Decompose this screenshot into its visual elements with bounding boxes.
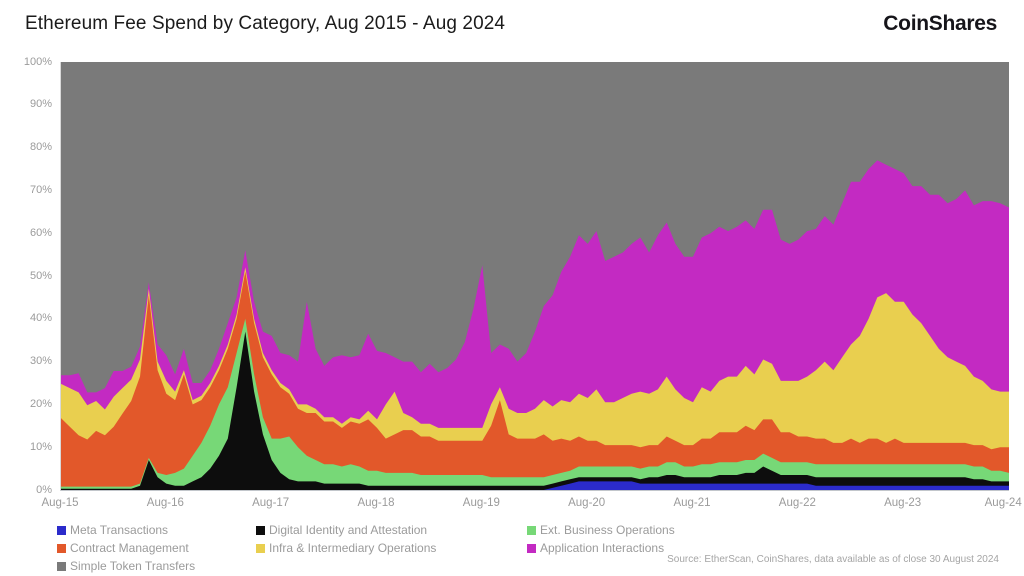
y-tick-label: 70% bbox=[29, 183, 52, 196]
legend-marker-icon bbox=[57, 526, 66, 535]
x-tick-label: Aug-20 bbox=[568, 497, 606, 509]
legend-item-ext-business-operations: Ext. Business Operations bbox=[527, 523, 675, 538]
x-tick-label: Aug-19 bbox=[462, 497, 500, 509]
legend-item-infra-intermediary-operations: Infra & Intermediary Operations bbox=[256, 541, 527, 556]
y-tick-label: 30% bbox=[29, 355, 52, 368]
legend-label: Simple Token Transfers bbox=[70, 559, 196, 573]
area-contract-management bbox=[61, 271, 1009, 490]
x-tick-label: Aug-15 bbox=[41, 497, 79, 509]
y-tick-label: 20% bbox=[29, 397, 52, 410]
x-tick-label: Aug-17 bbox=[252, 497, 290, 509]
legend-label: Application Interactions bbox=[540, 541, 665, 555]
legend-marker-icon bbox=[527, 544, 536, 553]
legend-label: Infra & Intermediary Operations bbox=[269, 541, 437, 555]
coinshares-logo: CoinShares bbox=[883, 12, 997, 35]
y-tick-label: 60% bbox=[29, 226, 52, 239]
stacked-area-chart bbox=[61, 62, 1009, 490]
legend-marker-icon bbox=[57, 544, 66, 553]
legend-item-application-interactions: Application Interactions bbox=[527, 541, 675, 556]
legend-item-simple-token-transfers: Simple Token Transfers bbox=[57, 559, 256, 574]
y-tick-label: 10% bbox=[29, 440, 52, 453]
legend-label: Ext. Business Operations bbox=[540, 523, 675, 537]
legend-label: Contract Management bbox=[70, 541, 189, 555]
y-tick-label: 80% bbox=[29, 141, 52, 154]
legend-item-digital-identity-and-attestation: Digital Identity and Attestation bbox=[256, 523, 527, 538]
y-tick-label: 90% bbox=[29, 98, 52, 111]
y-tick-label: 50% bbox=[29, 269, 52, 282]
chart-plot-area bbox=[60, 62, 1009, 491]
y-tick-label: 0% bbox=[36, 483, 52, 496]
x-tick-label: Aug-18 bbox=[357, 497, 395, 509]
chart-legend: Meta Transactions Digital Identity and At… bbox=[57, 523, 675, 574]
x-tick-label: Aug-24 bbox=[984, 497, 1022, 509]
area-ext-business-operations bbox=[61, 318, 1009, 490]
legend-marker-icon bbox=[256, 544, 265, 553]
page-title: Ethereum Fee Spend by Category, Aug 2015… bbox=[25, 13, 506, 34]
legend-marker-icon bbox=[256, 526, 265, 535]
y-tick-label: 100% bbox=[23, 55, 52, 68]
area-meta-transactions bbox=[61, 481, 1009, 490]
legend-item-contract-management: Contract Management bbox=[57, 541, 256, 556]
legend-marker-icon bbox=[527, 526, 536, 535]
y-tick-label: 40% bbox=[29, 312, 52, 325]
legend-label: Meta Transactions bbox=[70, 523, 169, 537]
area-digital-identity-and-attestation bbox=[61, 331, 1009, 490]
source-note: Source: EtherScan, CoinShares, data avai… bbox=[667, 554, 999, 565]
x-tick-label: Aug-16 bbox=[146, 497, 184, 509]
x-tick-label: Aug-22 bbox=[778, 497, 816, 509]
legend-label: Digital Identity and Attestation bbox=[269, 523, 428, 537]
x-tick-label: Aug-23 bbox=[884, 497, 922, 509]
legend-marker-icon bbox=[57, 562, 66, 571]
legend-item-meta-transactions: Meta Transactions bbox=[57, 523, 256, 538]
x-tick-label: Aug-21 bbox=[673, 497, 711, 509]
